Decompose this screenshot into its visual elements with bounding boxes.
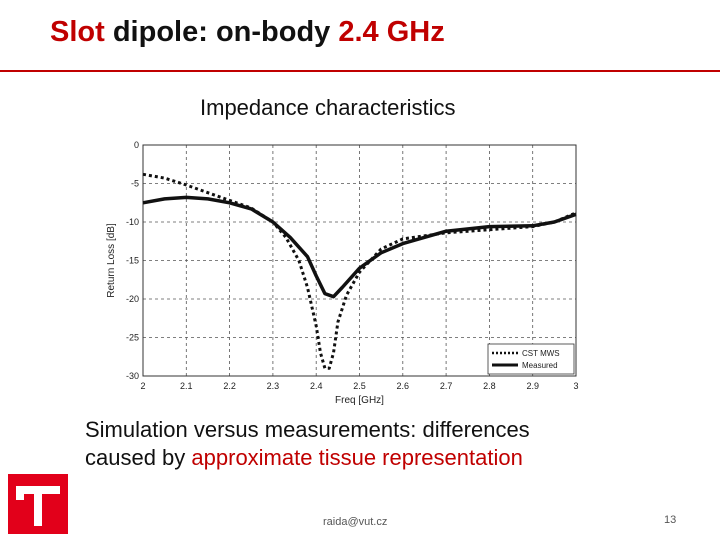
x-tick-label: 2 <box>140 381 145 391</box>
caption-text: Simulation versus measurements: differen… <box>85 417 530 470</box>
page-number: 13 <box>664 514 677 526</box>
title-divider <box>0 70 720 72</box>
y-tick-label: 0 <box>134 140 139 150</box>
x-tick-label: 2.4 <box>310 381 323 391</box>
x-tick-label: 2.7 <box>440 381 453 391</box>
legend-entry: CST MWS <box>522 349 560 358</box>
university-logo-icon <box>8 474 68 534</box>
y-tick-label: -10 <box>126 217 139 227</box>
slide-caption: Simulation versus measurements: differen… <box>85 416 605 472</box>
x-axis-label: Freq [GHz] <box>335 395 384 406</box>
y-tick-label: -20 <box>126 294 139 304</box>
legend-box <box>487 343 575 375</box>
caption-highlight: approximate tissue representation <box>191 445 523 470</box>
y-tick-label: -5 <box>131 179 139 189</box>
y-tick-label: -15 <box>126 256 139 266</box>
series-line-cst-mws <box>142 172 577 370</box>
slide-title: Slot dipole: on-body 2.4 GHz <box>50 16 445 49</box>
y-axis-label: Return Loss [dB] <box>106 223 117 298</box>
footer-email: raida@vut.cz <box>323 516 388 528</box>
y-tick-label: -30 <box>126 371 139 381</box>
series-line-measured <box>142 195 577 299</box>
chart-subtitle: Impedance characteristics <box>200 95 456 120</box>
title-part-slot: Slot <box>50 16 105 48</box>
return-loss-chart: 2 2.1 2.2 2.3 2.4 2.5 2.6 2.7 2.8 2.9 3 0 -5 -10 -15 -2… <box>106 140 579 406</box>
x-tick-label: 2.9 <box>526 381 539 391</box>
x-tick-label: 2.6 <box>397 381 410 391</box>
x-tick-label: 2.8 <box>483 381 496 391</box>
y-tick-label: -25 <box>126 333 139 343</box>
x-tick-label: 2.1 <box>180 381 193 391</box>
plot-frame <box>142 144 577 377</box>
x-tick-label: 2.5 <box>353 381 366 391</box>
x-tick-label: 2.3 <box>267 381 280 391</box>
title-part-frequency: 2.4 GHz <box>338 16 445 48</box>
x-tick-label: 2.2 <box>223 381 236 391</box>
title-part-dipole: dipole: on-body <box>104 16 339 48</box>
x-tick-label: 3 <box>573 381 578 391</box>
legend-entry: Measured <box>522 361 558 370</box>
